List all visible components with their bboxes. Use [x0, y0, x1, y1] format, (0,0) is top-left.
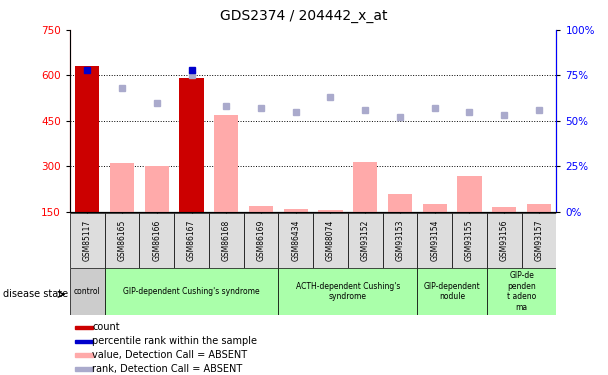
Bar	[283, 209, 308, 212]
FancyBboxPatch shape	[278, 268, 417, 315]
Text: GIP-dependent Cushing's syndrome: GIP-dependent Cushing's syndrome	[123, 287, 260, 296]
Bar	[145, 166, 169, 212]
Text: GSM93157: GSM93157	[534, 220, 544, 261]
Text: GSM93152: GSM93152	[361, 220, 370, 261]
FancyBboxPatch shape	[522, 213, 556, 268]
Bar	[353, 162, 378, 212]
FancyBboxPatch shape	[70, 268, 105, 315]
Text: GSM93156: GSM93156	[500, 220, 509, 261]
Bar	[492, 207, 516, 212]
FancyBboxPatch shape	[487, 213, 522, 268]
Text: percentile rank within the sample: percentile rank within the sample	[92, 336, 257, 346]
FancyBboxPatch shape	[244, 213, 278, 268]
Bar	[214, 115, 238, 212]
FancyBboxPatch shape	[417, 213, 452, 268]
FancyBboxPatch shape	[209, 213, 244, 268]
FancyBboxPatch shape	[174, 213, 209, 268]
FancyBboxPatch shape	[382, 213, 417, 268]
Text: disease state: disease state	[3, 290, 68, 299]
Text: count: count	[92, 322, 120, 332]
Bar	[423, 204, 447, 212]
FancyBboxPatch shape	[348, 213, 382, 268]
FancyBboxPatch shape	[139, 213, 174, 268]
Text: GSM86165: GSM86165	[117, 220, 126, 261]
Bar	[527, 204, 551, 212]
Text: control: control	[74, 287, 101, 296]
Bar	[249, 206, 273, 212]
Text: GDS2374 / 204442_x_at: GDS2374 / 204442_x_at	[220, 9, 388, 23]
FancyBboxPatch shape	[417, 268, 487, 315]
Text: GSM85117: GSM85117	[83, 220, 92, 261]
FancyBboxPatch shape	[105, 268, 278, 315]
Text: GSM86167: GSM86167	[187, 220, 196, 261]
Bar	[457, 176, 482, 212]
FancyBboxPatch shape	[278, 213, 313, 268]
Text: rank, Detection Call = ABSENT: rank, Detection Call = ABSENT	[92, 364, 243, 374]
FancyBboxPatch shape	[313, 213, 348, 268]
Text: ACTH-dependent Cushing's
syndrome: ACTH-dependent Cushing's syndrome	[295, 282, 400, 301]
FancyBboxPatch shape	[105, 213, 139, 268]
Text: GSM86168: GSM86168	[222, 220, 231, 261]
Bar	[319, 210, 343, 212]
Bar	[75, 339, 93, 343]
Bar	[75, 368, 93, 371]
FancyBboxPatch shape	[452, 213, 487, 268]
Bar	[388, 194, 412, 212]
Text: value, Detection Call = ABSENT: value, Detection Call = ABSENT	[92, 350, 247, 360]
Text: GSM93154: GSM93154	[430, 220, 439, 261]
Bar	[75, 326, 93, 329]
Text: GSM93153: GSM93153	[395, 220, 404, 261]
Text: GIP-de
penden
t adeno
ma: GIP-de penden t adeno ma	[507, 272, 536, 312]
Text: GSM86169: GSM86169	[257, 220, 266, 261]
FancyBboxPatch shape	[487, 268, 556, 315]
FancyBboxPatch shape	[70, 213, 105, 268]
Text: GSM86434: GSM86434	[291, 220, 300, 261]
Bar	[179, 78, 204, 212]
Text: GSM93155: GSM93155	[465, 220, 474, 261]
Text: GSM86166: GSM86166	[152, 220, 161, 261]
Bar	[75, 354, 93, 357]
Text: GSM88074: GSM88074	[326, 220, 335, 261]
Bar	[110, 164, 134, 212]
Bar	[75, 66, 100, 212]
Text: GIP-dependent
nodule: GIP-dependent nodule	[424, 282, 480, 301]
